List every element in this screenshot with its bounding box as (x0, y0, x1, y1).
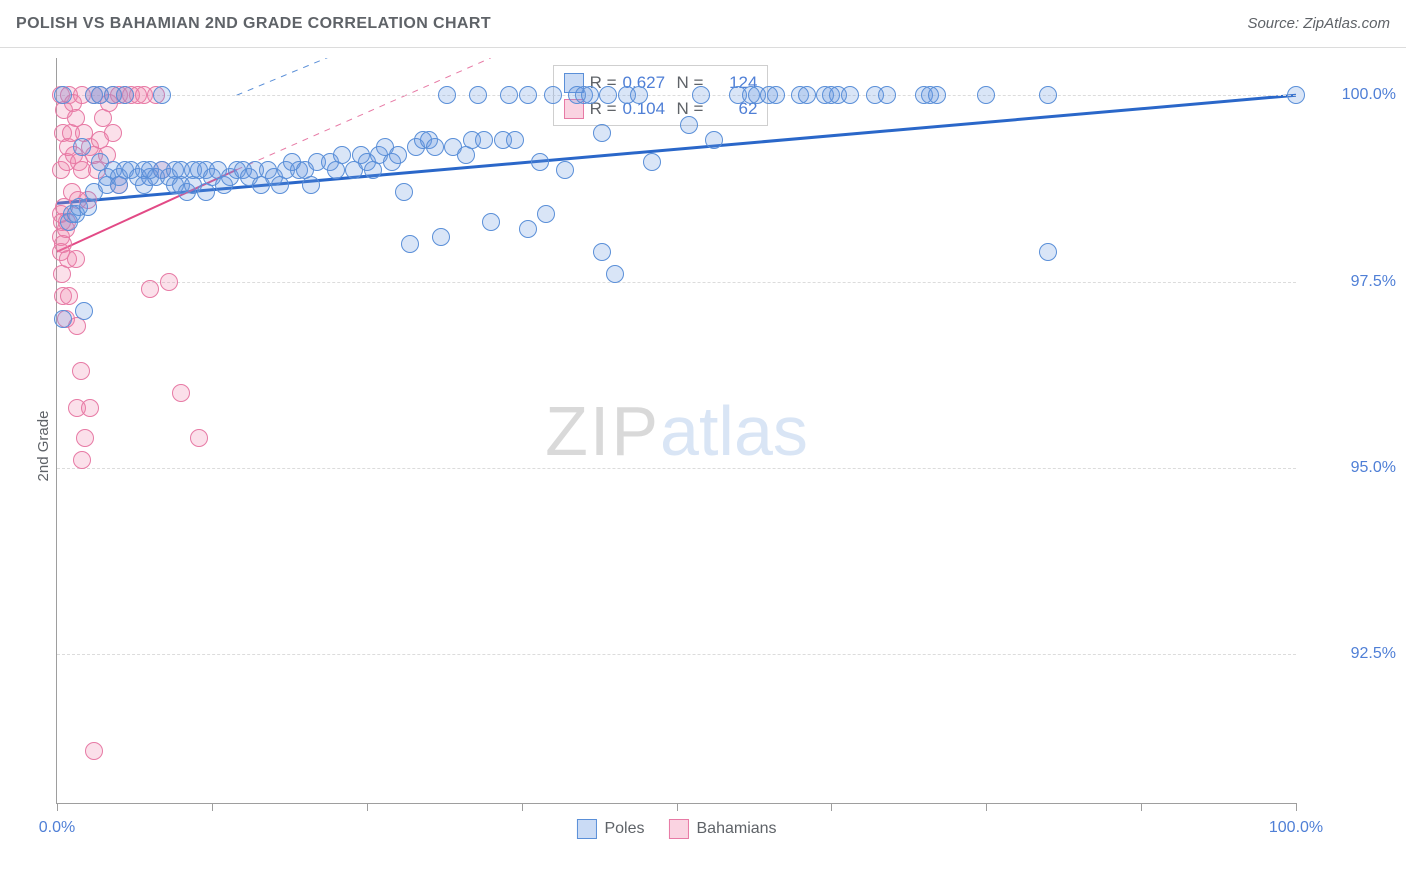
scatter-point (104, 124, 122, 142)
series-legend-label: Poles (604, 820, 644, 838)
scatter-point (172, 384, 190, 402)
scatter-point (141, 280, 159, 298)
plot-area-wrap: 2nd Grade ZIPatlas R =0.627N =124R =0.10… (0, 48, 1406, 844)
scatter-point (767, 86, 785, 104)
x-tick-label: 0.0% (39, 819, 75, 837)
scatter-point (54, 310, 72, 328)
scatter-point (705, 131, 723, 149)
scatter-plot: ZIPatlas R =0.627N =124R =0.104N = 62 Po… (56, 58, 1296, 804)
scatter-point (544, 86, 562, 104)
watermark-left: ZIP (545, 392, 660, 470)
x-tick (1141, 803, 1142, 811)
scatter-point (333, 146, 351, 164)
scatter-point (841, 86, 859, 104)
y-tick-label: 92.5% (1306, 645, 1396, 663)
y-axis-label: 2nd Grade (35, 411, 52, 482)
scatter-point (426, 138, 444, 156)
scatter-point (60, 287, 78, 305)
watermark-right: atlas (660, 392, 808, 470)
grid-line-h (57, 654, 1296, 655)
series-legend: Poles Bahamians (576, 819, 776, 839)
y-tick-label: 100.0% (1306, 86, 1396, 104)
scatter-point (76, 429, 94, 447)
scatter-point (556, 161, 574, 179)
scatter-point (475, 131, 493, 149)
source-label: Source: ZipAtlas.com (1247, 15, 1390, 32)
chart-header: POLISH VS BAHAMIAN 2ND GRADE CORRELATION… (0, 0, 1406, 48)
watermark: ZIPatlas (545, 391, 808, 471)
scatter-point (160, 273, 178, 291)
scatter-point (85, 742, 103, 760)
series-legend-label: Bahamians (696, 820, 776, 838)
scatter-point (537, 205, 555, 223)
scatter-point (798, 86, 816, 104)
scatter-point (389, 146, 407, 164)
y-tick-label: 97.5% (1306, 273, 1396, 291)
scatter-point (581, 86, 599, 104)
x-tick (986, 803, 987, 811)
scatter-point (630, 86, 648, 104)
x-tick (212, 803, 213, 811)
legend-swatch (668, 819, 688, 839)
legend-swatch (576, 819, 596, 839)
scatter-point (190, 429, 208, 447)
grid-line-h (57, 468, 1296, 469)
scatter-point (432, 228, 450, 246)
scatter-point (54, 86, 72, 104)
scatter-point (928, 86, 946, 104)
scatter-point (593, 124, 611, 142)
scatter-point (153, 86, 171, 104)
scatter-point (469, 86, 487, 104)
scatter-point (531, 153, 549, 171)
scatter-point (606, 265, 624, 283)
x-tick (57, 803, 58, 811)
scatter-point (395, 183, 413, 201)
scatter-point (878, 86, 896, 104)
grid-line-h (57, 282, 1296, 283)
x-tick (677, 803, 678, 811)
scatter-point (500, 86, 518, 104)
x-tick (367, 803, 368, 811)
scatter-point (519, 220, 537, 238)
scatter-point (680, 116, 698, 134)
scatter-point (67, 250, 85, 268)
scatter-point (1039, 243, 1057, 261)
x-tick (831, 803, 832, 811)
scatter-point (72, 362, 90, 380)
x-tick (522, 803, 523, 811)
scatter-point (73, 138, 91, 156)
scatter-point (75, 302, 93, 320)
series-legend-item: Poles (576, 819, 644, 839)
series-legend-item: Bahamians (668, 819, 776, 839)
scatter-point (593, 243, 611, 261)
scatter-point (482, 213, 500, 231)
scatter-point (506, 131, 524, 149)
scatter-point (302, 176, 320, 194)
scatter-point (81, 399, 99, 417)
scatter-point (1287, 86, 1305, 104)
scatter-point (643, 153, 661, 171)
scatter-point (692, 86, 710, 104)
scatter-point (116, 86, 134, 104)
scatter-point (977, 86, 995, 104)
y-tick-label: 95.0% (1306, 459, 1396, 477)
scatter-point (401, 235, 419, 253)
scatter-point (599, 86, 617, 104)
grid-line-h (57, 95, 1296, 96)
scatter-point (73, 451, 91, 469)
chart-title: POLISH VS BAHAMIAN 2ND GRADE CORRELATION… (16, 15, 491, 33)
x-tick (1296, 803, 1297, 811)
x-tick-label: 100.0% (1269, 819, 1323, 837)
trend-line (237, 58, 417, 95)
scatter-point (438, 86, 456, 104)
scatter-point (519, 86, 537, 104)
scatter-point (1039, 86, 1057, 104)
